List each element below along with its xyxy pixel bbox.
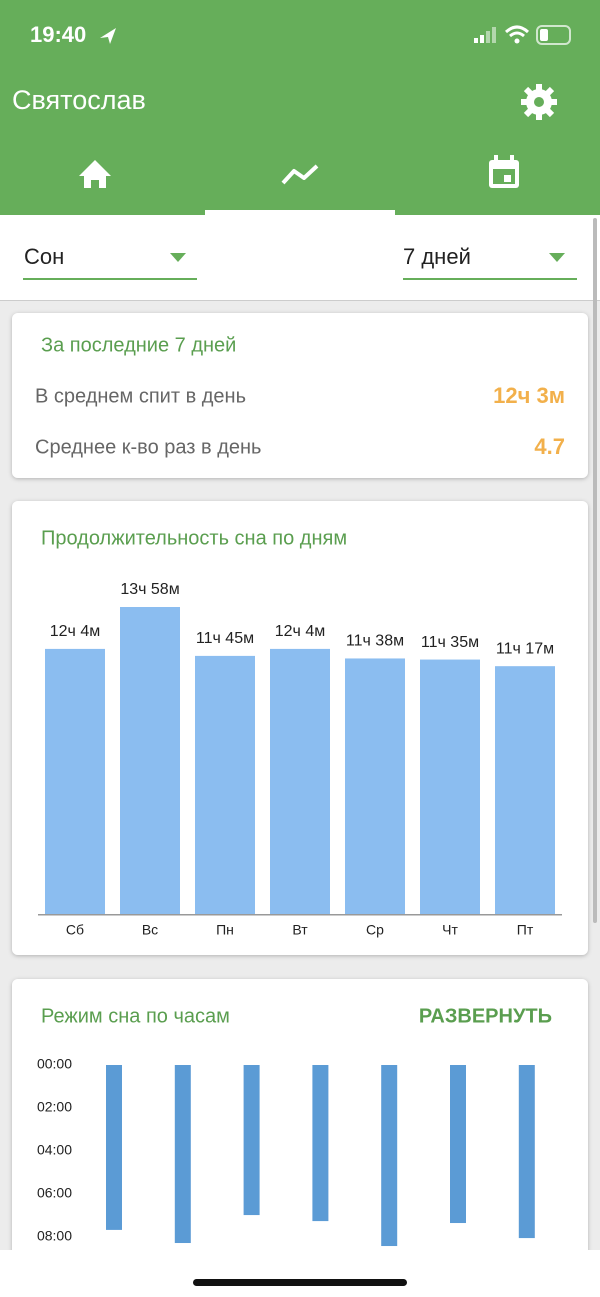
- value-label: 11ч 17м: [496, 640, 554, 657]
- chart-title: Продолжительность сна по дням: [41, 527, 347, 549]
- x-tick-label: Сб: [66, 922, 84, 938]
- battery-level: [540, 29, 548, 41]
- signal-icon: [474, 27, 496, 43]
- value-label: 11ч 45м: [196, 630, 254, 647]
- home-tab[interactable]: [79, 160, 111, 188]
- chart-title: Режим сна по часам: [41, 1005, 230, 1027]
- expand-button[interactable]: РАЗВЕРНУТЬ: [419, 1005, 552, 1027]
- bar: [120, 607, 180, 915]
- wifi-dot: [514, 38, 520, 44]
- home-indicator: [193, 1279, 407, 1286]
- bar: [495, 666, 555, 915]
- range-bar: [106, 1065, 122, 1230]
- x-axis: [38, 914, 562, 916]
- range-bar: [243, 1065, 260, 1216]
- range-bar: [312, 1065, 329, 1222]
- period-select[interactable]: 7 дней: [403, 244, 577, 280]
- y-tick-label: 00:00: [37, 1056, 72, 1072]
- schedule-card: [12, 979, 588, 1279]
- x-tick-label: Вс: [142, 922, 158, 938]
- type-select[interactable]: Сон: [23, 244, 197, 280]
- summary-value: 12ч 3м: [493, 383, 565, 408]
- value-label: 11ч 38м: [346, 633, 404, 650]
- select-value: Сон: [24, 244, 64, 269]
- bar: [270, 648, 330, 915]
- filter-bar: [0, 215, 600, 301]
- summary-label: Среднее к-во раз в день: [35, 436, 261, 458]
- range-bar: [518, 1065, 535, 1239]
- summary-card: [12, 313, 588, 478]
- user-name: Святослав: [12, 85, 146, 115]
- card-title: За последние 7 дней: [41, 334, 236, 356]
- y-tick-label: 06:00: [37, 1185, 72, 1201]
- wifi-icon: [504, 25, 530, 38]
- divider: [0, 300, 600, 301]
- x-tick-label: Пт: [517, 922, 534, 938]
- x-tick-label: Чт: [442, 922, 458, 938]
- y-tick-label: 02:00: [37, 1099, 72, 1115]
- summary-value: 4.7: [534, 434, 565, 459]
- summary-label: В среднем спит в день: [35, 385, 246, 407]
- battery-icon: [536, 25, 571, 45]
- range-bar: [381, 1065, 398, 1247]
- status-time: 19:40: [30, 22, 86, 47]
- x-tick-label: Пн: [216, 922, 234, 938]
- tab-indicator: [205, 210, 395, 215]
- range-bar: [174, 1065, 191, 1244]
- select-value: 7 дней: [403, 244, 471, 269]
- bottom-area: [0, 1250, 600, 1297]
- value-label: 12ч 4м: [50, 623, 100, 640]
- x-tick-label: Ср: [366, 922, 384, 938]
- scrollbar: [593, 218, 597, 923]
- bar: [420, 659, 480, 915]
- schedule-plot: 00:00 02:00 04:00 06:00 08:00: [37, 1056, 535, 1247]
- value-label: 13ч 58м: [120, 581, 179, 598]
- y-tick-label: 04:00: [37, 1142, 72, 1158]
- settings-button[interactable]: [521, 84, 557, 120]
- y-tick-label: 08:00: [37, 1228, 72, 1244]
- x-tick-label: Вт: [292, 922, 308, 938]
- value-label: 11ч 35м: [421, 634, 479, 651]
- location-icon: [100, 28, 116, 44]
- stats-tab[interactable]: [281, 164, 319, 185]
- bar: [345, 658, 405, 915]
- bar: [45, 648, 105, 915]
- calendar-tab[interactable]: [489, 155, 519, 188]
- value-label: 12ч 4м: [275, 623, 325, 640]
- range-bar: [450, 1065, 466, 1224]
- bar: [195, 655, 255, 915]
